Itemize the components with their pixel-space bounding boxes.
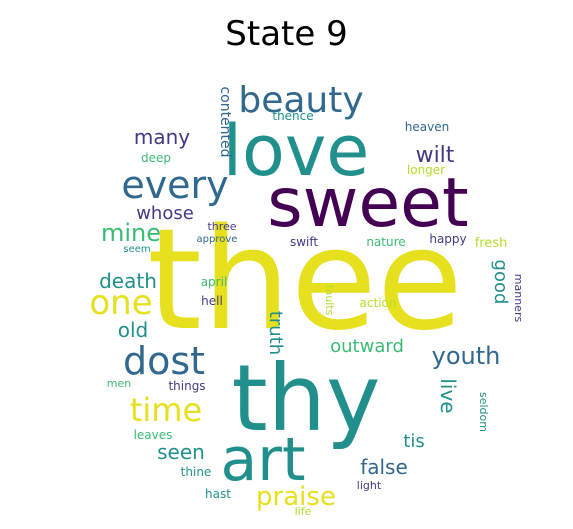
word-nature: nature: [366, 235, 405, 249]
word-leaves: leaves: [134, 428, 173, 442]
word-thence: thence: [272, 109, 313, 123]
word-old: old: [118, 318, 149, 342]
word-seem: seem: [123, 244, 150, 255]
word-sweet: sweet: [267, 164, 468, 243]
word-one: one: [89, 283, 152, 323]
word-art: art: [221, 425, 306, 495]
word-thine: thine: [181, 465, 212, 479]
word-happy: happy: [429, 232, 466, 246]
word-heaven: heaven: [405, 120, 449, 134]
word-youth: youth: [432, 342, 501, 370]
word-seen: seen: [157, 440, 205, 464]
word-time: time: [130, 391, 202, 429]
word-action: action: [360, 296, 397, 310]
word-things: things: [168, 379, 205, 393]
word-wilt: wilt: [416, 143, 455, 168]
word-april: april: [201, 275, 228, 289]
word-dost: dost: [123, 339, 205, 383]
word-false: false: [360, 455, 408, 479]
word-men: men: [107, 377, 131, 390]
word-seldom: seldom: [477, 392, 490, 432]
word-hell: hell: [201, 294, 223, 308]
word-deep: deep: [141, 151, 171, 165]
word-thee: thee: [147, 199, 463, 362]
word-many: many: [134, 125, 190, 149]
word-every: every: [121, 163, 228, 207]
word-hast: hast: [205, 487, 231, 501]
word-swift: swift: [290, 235, 318, 249]
word-manners: manners: [512, 274, 525, 323]
word-three: three: [207, 220, 236, 233]
word-mine: mine: [101, 219, 161, 247]
word-approve: approve: [197, 234, 238, 245]
word-tis: tis: [403, 431, 424, 452]
word-life: life: [295, 505, 312, 518]
word-beauty: beauty: [238, 80, 363, 121]
word-contented: contented: [217, 86, 233, 157]
chart-title: State 9: [225, 14, 348, 54]
word-truth: truth: [265, 311, 286, 355]
word-death: death: [99, 269, 157, 293]
word-thy: thy: [232, 345, 381, 452]
word-live: live: [436, 378, 460, 413]
word-faults: faults: [323, 285, 336, 316]
word-longer: longer: [407, 163, 445, 177]
word-love: love: [223, 110, 370, 192]
word-light: light: [357, 479, 382, 492]
word-good: good: [490, 260, 511, 305]
word-outward: outward: [330, 336, 404, 357]
word-praise: praise: [256, 482, 336, 512]
word-fresh: fresh: [475, 236, 508, 251]
word-whose: whose: [136, 203, 194, 224]
